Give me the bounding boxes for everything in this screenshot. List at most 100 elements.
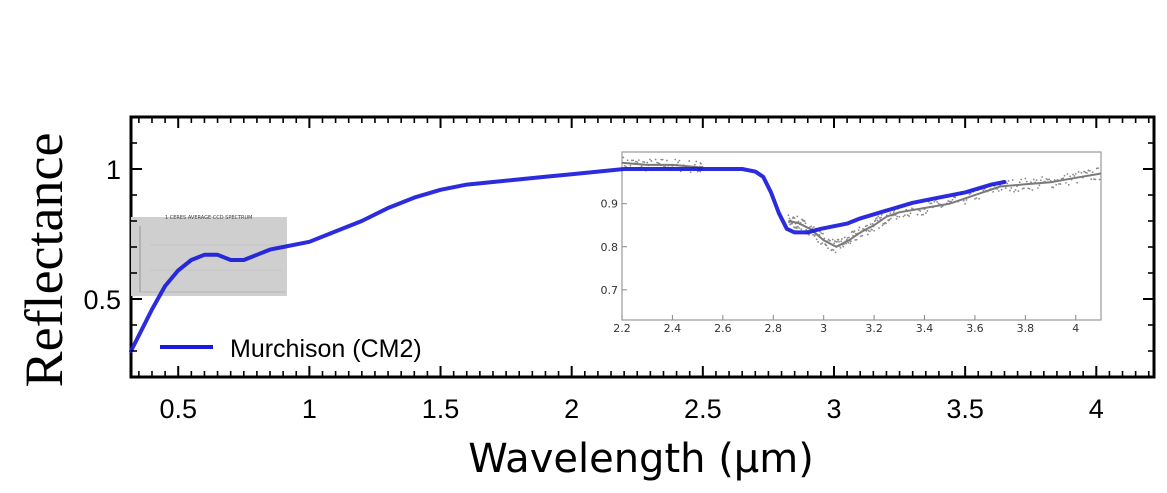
inset-data-point [880, 217, 882, 219]
inset-data-point [898, 216, 900, 218]
inset-x-tick-label: 3.4 [916, 322, 934, 335]
inset-data-point [867, 234, 869, 236]
inset-data-point [882, 225, 884, 227]
inset-data-point [632, 160, 634, 162]
inset-data-point [878, 227, 880, 229]
inset-data-point [873, 230, 875, 232]
inset-data-point [810, 226, 812, 228]
inset-data-point [1005, 187, 1007, 189]
x-tick-label: 1 [302, 394, 317, 424]
inset-data-point [1059, 183, 1061, 185]
inset-data-point [931, 202, 933, 204]
inset-data-point [978, 198, 980, 200]
inset-data-point [926, 210, 928, 212]
inset-data-point [964, 203, 966, 205]
inset-data-point [829, 240, 831, 242]
inset-data-point [624, 165, 626, 167]
inset-data-point [833, 249, 835, 251]
inset-data-point [688, 160, 690, 162]
inset-data-point [1031, 189, 1033, 191]
x-tick-label: 0.5 [159, 394, 197, 424]
reflectance-chart: 2.2 2.4 2.6 2.8 3 3.2 3.4 3.6 3.8 40.70.80.9 1 CE… [0, 0, 1167, 493]
inset-data-point [1012, 179, 1014, 181]
inset-data-point [870, 223, 872, 225]
inset-data-point [840, 247, 842, 249]
inset-data-point [638, 159, 640, 161]
inset-data-point [848, 236, 850, 238]
inset-data-point [850, 240, 852, 242]
inset-data-point [794, 217, 796, 219]
inset-data-point [919, 210, 921, 212]
inset-data-point [893, 211, 895, 213]
inset-data-point [1026, 181, 1028, 183]
x-tick-labels: 0.5 1 1.5 2 2.5 3 3.5 4 [159, 394, 1103, 424]
inset-data-point [936, 201, 938, 203]
inset-data-point [856, 239, 858, 241]
inset-data-point [805, 222, 807, 224]
inset-data-point [1017, 190, 1019, 192]
inset-data-point [866, 225, 868, 227]
inset-data-point [910, 212, 912, 214]
inset-data-point [835, 251, 837, 253]
inset-data-point [787, 214, 789, 216]
inset-data-point [1068, 184, 1070, 186]
inset-y-tick-label: 0.7 [601, 284, 619, 297]
inset-spectrum-panel: 2.2 2.4 2.6 2.8 3 3.2 3.4 3.6 3.8 4 0.7 0.8 0.9 [601, 152, 1102, 335]
y-axis-label: Reflectance [14, 133, 74, 388]
inset-data-point [823, 237, 825, 239]
inset-data-point [1020, 179, 1022, 181]
inset-data-point [1008, 180, 1010, 182]
inset-data-point [925, 212, 927, 214]
inset-data-point [796, 227, 798, 229]
inset-data-point [646, 162, 648, 164]
inset-data-point [789, 218, 791, 220]
inset-x-tick-label: 2.4 [664, 322, 682, 335]
x-tick-label: 4 [1089, 394, 1104, 424]
inset-data-point [655, 159, 657, 161]
inset-data-point [858, 226, 860, 228]
inset-data-point [1040, 179, 1042, 181]
inset-data-point [1073, 175, 1075, 177]
inset-data-point [797, 226, 799, 228]
inset-data-point [844, 237, 846, 239]
inset-data-point [849, 242, 851, 244]
inset-data-point [847, 242, 849, 244]
inset-data-point [992, 191, 994, 193]
inset-data-point [826, 245, 828, 247]
inset-x-tick-label: 2.8 [765, 322, 783, 335]
inset-data-point [904, 214, 906, 216]
inset-data-point [1010, 187, 1012, 189]
inset-data-point [1086, 172, 1088, 174]
inset-data-point [838, 241, 840, 243]
inset-data-point [840, 240, 842, 242]
inset-data-point [877, 216, 879, 218]
inset-data-point [1066, 173, 1068, 175]
inset-data-point [1089, 170, 1091, 172]
inset-data-point [821, 242, 823, 244]
inset-data-point [1013, 191, 1015, 193]
inset-data-point [903, 216, 905, 218]
inset-data-point [816, 238, 818, 240]
inset-data-point [796, 216, 798, 218]
inset-data-point [627, 159, 629, 161]
inset-data-point [1052, 187, 1054, 189]
thumbnail-title: 1 CERES AVERAGE CCD SPECTRUM [165, 215, 253, 221]
x-tick-label: 2.5 [684, 394, 722, 424]
inset-data-point [1038, 184, 1040, 186]
inset-data-point [651, 160, 653, 162]
inset-data-point [649, 159, 651, 161]
inset-x-tick-label: 3.6 [966, 322, 984, 335]
y-tick-labels: 0.51 [83, 155, 121, 315]
inset-data-point [890, 218, 892, 220]
inset-data-point [1094, 178, 1096, 180]
inset-data-point [875, 219, 877, 221]
inset-x-tick-label: 3.8 [1017, 322, 1035, 335]
inset-y-tick-label: 0.9 [601, 198, 619, 211]
inset-data-point [869, 230, 871, 232]
inset-data-point [623, 157, 625, 159]
inset-data-point [1023, 187, 1025, 189]
inset-data-point [1015, 189, 1017, 191]
inset-data-point [694, 164, 696, 166]
inset-data-point [666, 160, 668, 162]
inset-data-point [1076, 182, 1078, 184]
